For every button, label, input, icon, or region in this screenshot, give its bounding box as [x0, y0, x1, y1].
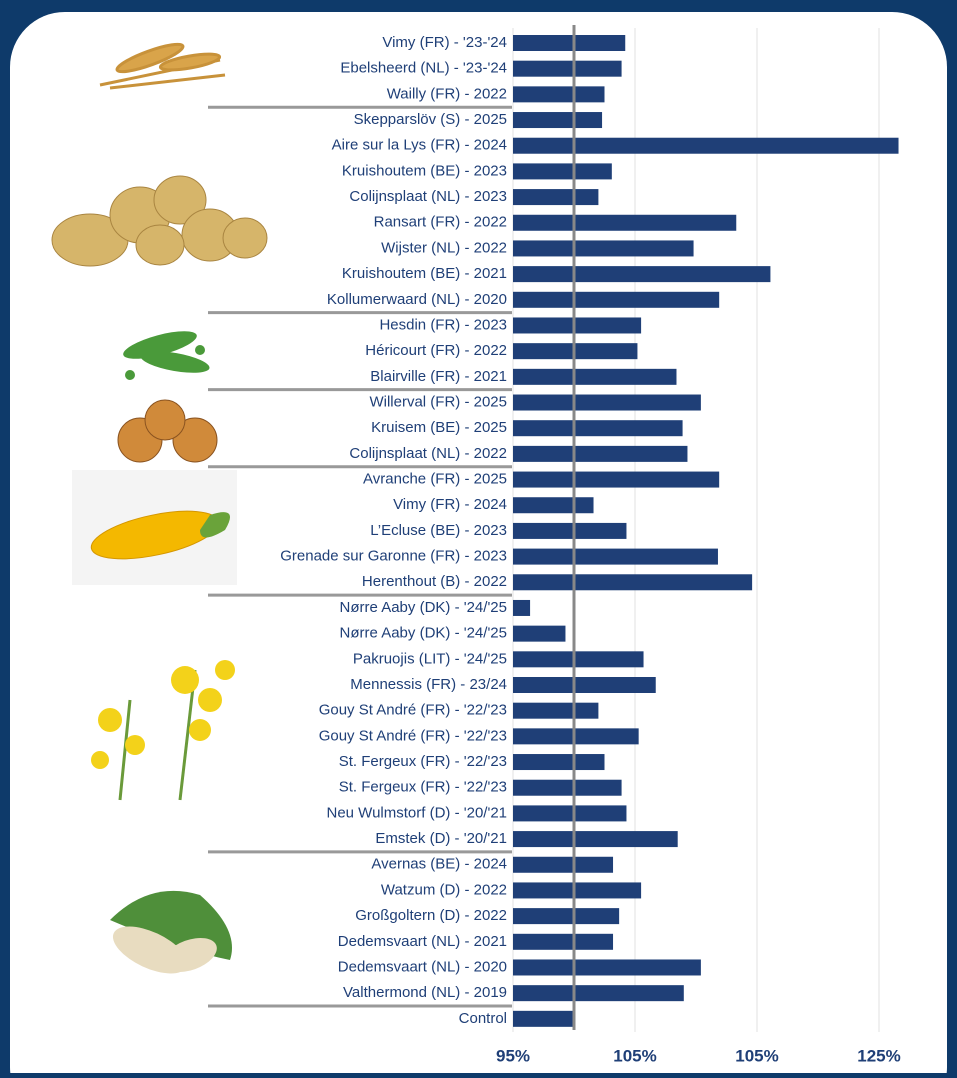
x-tick-label: 125%: [857, 1046, 900, 1065]
chart: 95% 105% 105% 125% Vimy (FR) - '23-'24 Ebelsh…: [0, 0, 957, 1073]
bar: [513, 497, 594, 513]
bar: [513, 626, 565, 642]
y-tick-label: Héricourt (FR) - 2022: [365, 342, 507, 359]
bar: [513, 292, 719, 308]
y-tick-label: Colijnsplaat (NL) - 2022: [349, 445, 507, 462]
bar: [513, 240, 694, 256]
bar: [513, 317, 641, 333]
bar: [513, 728, 639, 744]
bar: [513, 651, 644, 667]
bar: [513, 780, 622, 796]
x-tick-label: 105%: [613, 1046, 656, 1065]
bar: [513, 831, 678, 847]
y-tick-label: Vimy (FR) - 2024: [393, 496, 507, 513]
y-tick-label: Kollumerwaard (NL) - 2020: [327, 291, 507, 308]
y-tick-label: Aire sur la Lys (FR) - 2024: [332, 137, 507, 154]
bar: [513, 61, 622, 77]
y-tick-label: Herenthout (B) - 2022: [362, 573, 507, 590]
bar: [513, 112, 602, 128]
bar: [513, 420, 683, 436]
y-tick-label: Grenade sur Garonne (FR) - 2023: [280, 548, 507, 565]
y-tick-label: Emstek (D) - '20/'21: [375, 830, 507, 847]
bar: [513, 549, 718, 565]
y-tick-label: Kruishoutem (BE) - 2021: [342, 265, 507, 282]
bar: [513, 523, 626, 539]
y-tick-label: Dedemsvaart (NL) - 2021: [338, 933, 507, 950]
bar: [513, 35, 625, 51]
bar: [513, 446, 687, 462]
y-tick-label: Nørre Aaby (DK) - '24/'25: [340, 625, 507, 642]
bar: [513, 600, 530, 616]
y-tick-label: Avranche (FR) - 2025: [363, 471, 507, 488]
bar: [513, 754, 605, 770]
y-tick-label: Kruishoutem (BE) - 2023: [342, 162, 507, 179]
x-tick-label: 105%: [735, 1046, 778, 1065]
bar: [513, 574, 752, 590]
bar: [513, 703, 598, 719]
y-tick-label: Mennessis (FR) - 23/24: [350, 676, 507, 693]
y-tick-label: Vimy (FR) - '23-'24: [382, 34, 507, 51]
y-tick-label: Großgoltern (D) - 2022: [355, 907, 507, 924]
y-tick-label: Hesdin (FR) - 2023: [379, 316, 507, 333]
y-tick-label: Valthermond (NL) - 2019: [343, 984, 507, 1001]
bar: [513, 985, 684, 1001]
bar: [513, 908, 619, 924]
bar: [513, 189, 598, 205]
y-tick-label: Kruisem (BE) - 2025: [371, 419, 507, 436]
bar: [513, 805, 626, 821]
bar: [513, 857, 613, 873]
y-tick-label: Wailly (FR) - 2022: [387, 85, 507, 102]
bar: [513, 215, 736, 231]
bar: [513, 395, 701, 411]
y-tick-label: Skepparslöv (S) - 2025: [354, 111, 507, 128]
bar: [513, 163, 612, 179]
bar: [513, 959, 701, 975]
bar: [513, 138, 899, 154]
bar: [513, 1011, 574, 1027]
y-tick-label: Nørre Aaby (DK) - '24/'25: [340, 599, 507, 616]
y-tick-label: Pakruojis (LIT) - '24/'25: [353, 650, 507, 667]
y-tick-label: Wijster (NL) - 2022: [381, 239, 507, 256]
y-tick-label: Avernas (BE) - 2024: [371, 856, 507, 873]
y-tick-label: Blairville (FR) - 2021: [370, 368, 507, 385]
bar: [513, 369, 676, 385]
y-tick-label: Neu Wulmstorf (D) - '20/'21: [327, 804, 508, 821]
y-tick-label: St. Fergeux (FR) - '22/'23: [339, 779, 507, 796]
y-tick-label: Control: [459, 1010, 507, 1027]
bar: [513, 472, 719, 488]
y-tick-label: Colijnsplaat (NL) - 2023: [349, 188, 507, 205]
y-tick-label: Willerval (FR) - 2025: [369, 393, 507, 410]
y-tick-label: Ransart (FR) - 2022: [374, 214, 507, 231]
bar: [513, 677, 656, 693]
x-tick-label: 95%: [496, 1046, 530, 1065]
bar: [513, 934, 613, 950]
y-tick-label: Ebelsheerd (NL) - '23-'24: [340, 60, 507, 77]
y-tick-label: L’Ecluse (BE) - 2023: [370, 522, 507, 539]
bar: [513, 882, 641, 898]
y-tick-label: Gouy St André (FR) - '22/'23: [319, 727, 507, 744]
corn-illustration: [72, 470, 237, 585]
bar: [513, 266, 770, 282]
y-tick-label: St. Fergeux (FR) - '22/'23: [339, 753, 507, 770]
y-tick-label: Watzum (D) - 2022: [381, 881, 507, 898]
y-tick-label: Dedemsvaart (NL) - 2020: [338, 958, 507, 975]
bar: [513, 86, 605, 102]
y-tick-label: Gouy St André (FR) - '22/'23: [319, 702, 507, 719]
